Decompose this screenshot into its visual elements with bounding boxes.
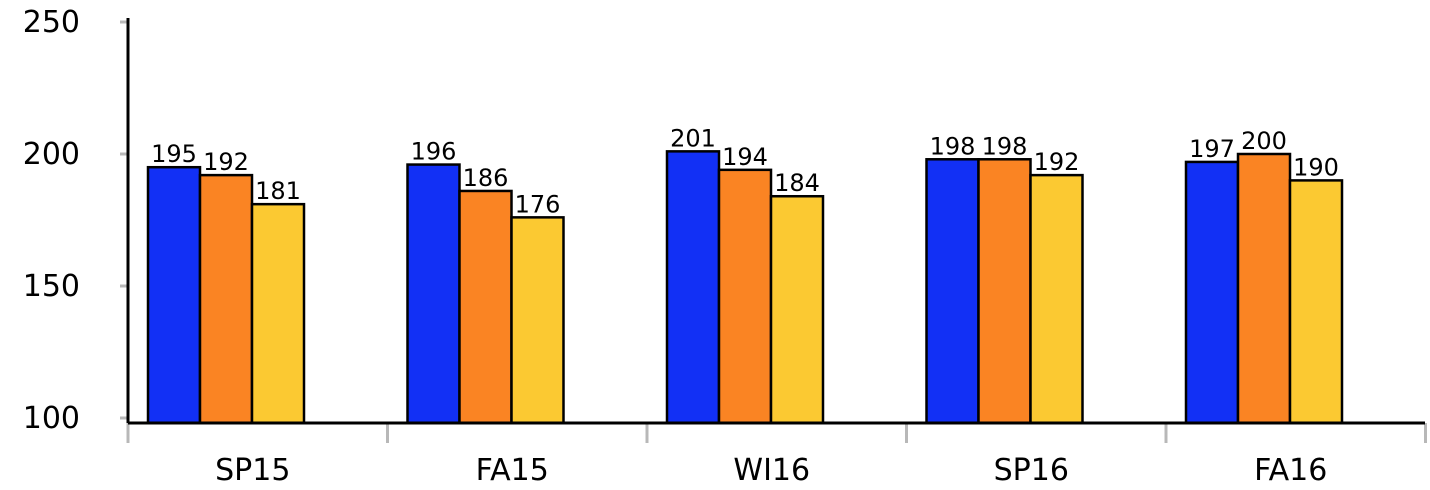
bar [198,173,254,425]
x-category-label: SP16 [994,453,1069,488]
x-category-label: FA15 [476,453,549,488]
y-tick-label: 150 [23,269,80,304]
bar [925,158,980,425]
bar [250,202,306,425]
bar-value-label: 192 [203,148,249,176]
bar [458,189,513,425]
x-category-label: WI16 [733,453,810,488]
bar [769,194,825,425]
bar [977,158,1032,425]
bar-value-label: 198 [982,132,1028,160]
bar-value-label: 197 [1189,135,1235,163]
bar-value-label: 194 [722,143,768,171]
bars-group [146,150,1344,425]
y-tick-label: 200 [23,137,80,172]
bar [1029,173,1084,425]
bar-value-label: 192 [1034,148,1080,176]
bar-value-label: 200 [1241,127,1287,155]
axes-group [126,18,1425,425]
bar [1184,160,1240,425]
x-category-label: FA16 [1254,453,1327,488]
bar-value-label: 201 [670,124,716,152]
bar-value-label: 198 [930,132,976,160]
bar [510,216,565,425]
x-category-label: SP15 [215,453,290,488]
bar [1288,179,1344,425]
bar [146,165,202,425]
bar [665,150,721,425]
bar [406,163,461,425]
bar-value-label: 196 [411,138,457,166]
bar-value-label: 176 [515,190,561,218]
bar-value-label: 195 [151,140,197,168]
x-axis-ticks: SP15 FA15 WI16 SP16 FA16 [126,423,1427,488]
bar-value-label: 190 [1293,153,1339,181]
bar [1236,152,1292,425]
bar [717,168,773,425]
bar-value-label: 184 [774,169,820,197]
bar-value-label: 181 [255,177,301,205]
y-axis-ticks: 100 150 200 250 [23,5,128,436]
y-tick-label: 100 [23,401,80,436]
y-tick-label: 250 [23,5,80,40]
bar-value-label: 186 [463,164,509,192]
